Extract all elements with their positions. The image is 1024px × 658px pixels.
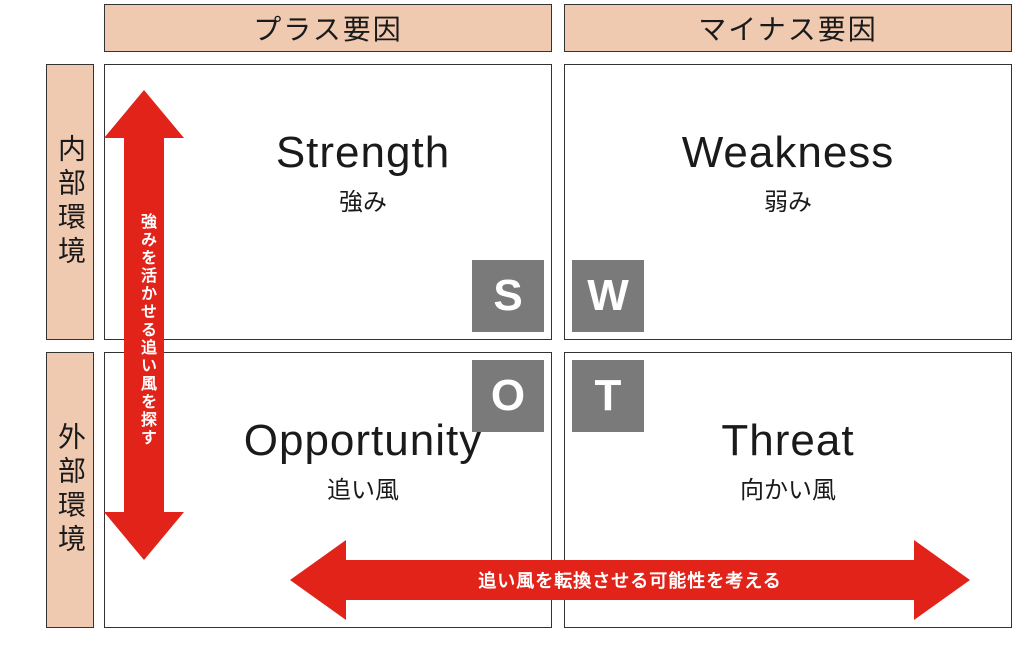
- cell-weakness-jp: 弱み: [764, 182, 812, 217]
- row-header-internal: 内部環境: [46, 64, 94, 340]
- vertical-arrow: [104, 90, 184, 560]
- cell-opportunity-jp: 追い風: [327, 470, 399, 505]
- tile-o: O: [472, 360, 544, 432]
- cell-strength-jp: 強み: [339, 182, 387, 217]
- swot-diagram: プラス要因 マイナス要因 内部環境 外部環境 Strength 強み Weakn…: [0, 0, 1024, 658]
- tile-w: W: [572, 260, 644, 332]
- tile-s: S: [472, 260, 544, 332]
- horizontal-arrow-shape: [290, 540, 970, 620]
- col-header-plus: プラス要因: [104, 4, 552, 52]
- cell-strength-en: Strength: [276, 128, 450, 178]
- vertical-arrow-shape: [104, 90, 184, 560]
- col-header-minus: マイナス要因: [564, 4, 1012, 52]
- horizontal-arrow: [290, 540, 970, 620]
- cell-threat-jp: 向かい風: [740, 470, 836, 505]
- row-header-external: 外部環境: [46, 352, 94, 628]
- cell-threat-en: Threat: [721, 416, 854, 466]
- cell-opportunity-en: Opportunity: [244, 416, 482, 466]
- cell-weakness-en: Weakness: [682, 128, 895, 178]
- tile-t: T: [572, 360, 644, 432]
